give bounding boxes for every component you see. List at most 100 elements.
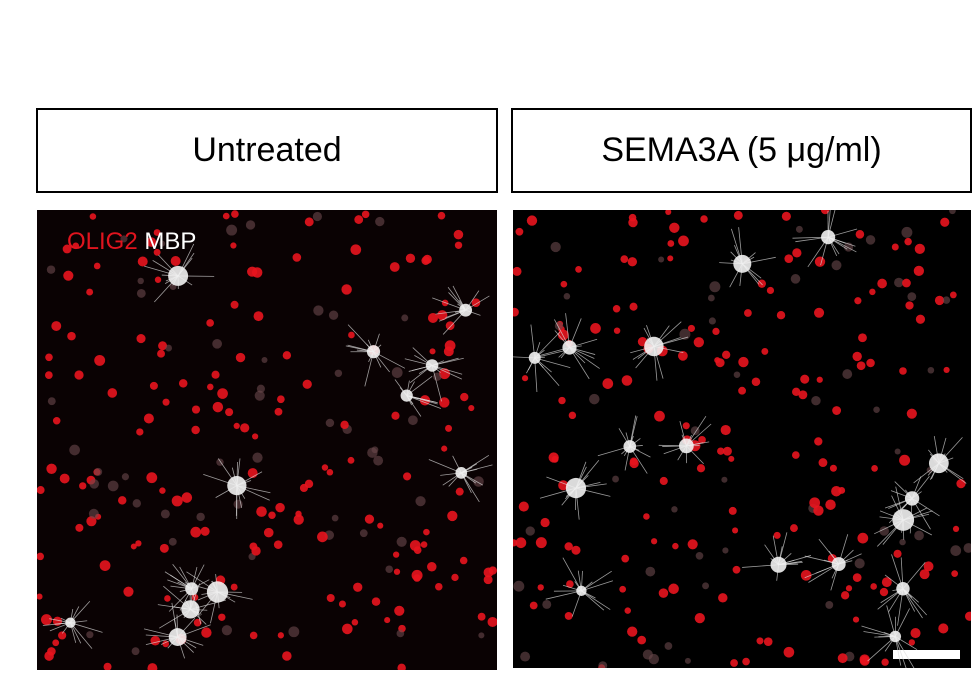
nucleus [738,356,749,368]
nucleus [181,492,193,503]
nucleus [891,243,899,251]
micrograph [513,210,971,668]
nucleus [136,428,144,436]
nucleus [367,447,378,458]
nucleus [149,381,158,390]
nucleus [351,618,359,626]
nucleus [629,457,638,466]
scale-bar [893,650,960,659]
nucleus [212,401,224,413]
nucleus [664,642,673,650]
nucleus [137,256,148,267]
nucleus [869,288,876,296]
cell-body [65,617,76,628]
nucleus [130,543,137,550]
nucleus [854,297,862,305]
cell-body [455,467,468,479]
nucleus [859,655,870,666]
nucleus [473,476,484,487]
nucleus [813,505,824,516]
nucleus [852,351,862,362]
nucleus [792,248,802,258]
nucleus [37,593,43,600]
process [581,580,614,592]
nucleus [938,623,949,634]
nucleus [420,541,428,548]
nucleus [313,305,324,316]
nucleus [637,635,647,645]
nucleus [832,406,842,415]
nucleus [535,537,547,549]
nucleus [667,240,675,247]
nucleus [256,506,267,517]
nucleus [568,411,577,420]
nucleus [687,539,698,550]
nucleus [564,542,573,551]
nucleus [952,525,960,533]
nucleus [722,446,732,456]
nucleus [964,611,971,621]
nucleus [521,375,529,382]
nucleus [613,327,621,334]
nucleus [275,502,285,513]
nucleus [340,420,349,430]
nucleus [162,640,170,648]
nucleus [377,522,384,529]
nucleus [840,591,850,600]
nucleus [88,508,99,519]
nucleus [820,210,830,215]
cell-body [644,336,664,357]
cell-body [366,345,381,359]
nucleus [52,639,60,647]
nucleus [529,601,538,610]
nucleus [59,473,70,484]
nucleus [159,487,166,494]
stain-label: MBP [144,228,197,255]
nucleus [478,632,485,639]
nucleus [277,632,284,639]
process [70,622,93,649]
nucleus [783,646,795,658]
nucleus [45,371,53,379]
cell-body [904,491,920,506]
nucleus [910,628,921,639]
nucleus [825,601,834,609]
nucleus [483,575,493,585]
nucleus [566,580,574,588]
nucleus [621,554,630,563]
nucleus [560,280,568,288]
nucleus [63,270,74,281]
nucleus [396,629,405,638]
nucleus [659,476,668,486]
nucleus [67,331,76,341]
nucleus [401,314,409,322]
nucleus [256,384,265,393]
nucleus [627,626,638,637]
nucleus [927,366,935,374]
nucleus [687,324,696,332]
nucleus [447,510,458,522]
nucleus [146,237,157,247]
nucleus [247,266,258,277]
nucleus [429,348,436,355]
nucleus [781,211,791,221]
nucleus [718,593,728,603]
cell-body [168,265,189,286]
cell-body [928,453,949,474]
nucleus [525,526,535,536]
nucleus [671,506,678,513]
nucleus [312,211,322,222]
nucleus [437,211,446,220]
nucleus [814,256,826,267]
nucleus [792,387,801,397]
nucleus [37,486,45,494]
cell-body [206,581,229,603]
nucleus [551,455,559,463]
image-background [37,210,497,670]
process [581,590,611,610]
nucleus [170,256,181,267]
nucleus [905,301,914,310]
nucleus [132,499,141,508]
nucleus [200,526,210,536]
nucleus [118,496,127,505]
